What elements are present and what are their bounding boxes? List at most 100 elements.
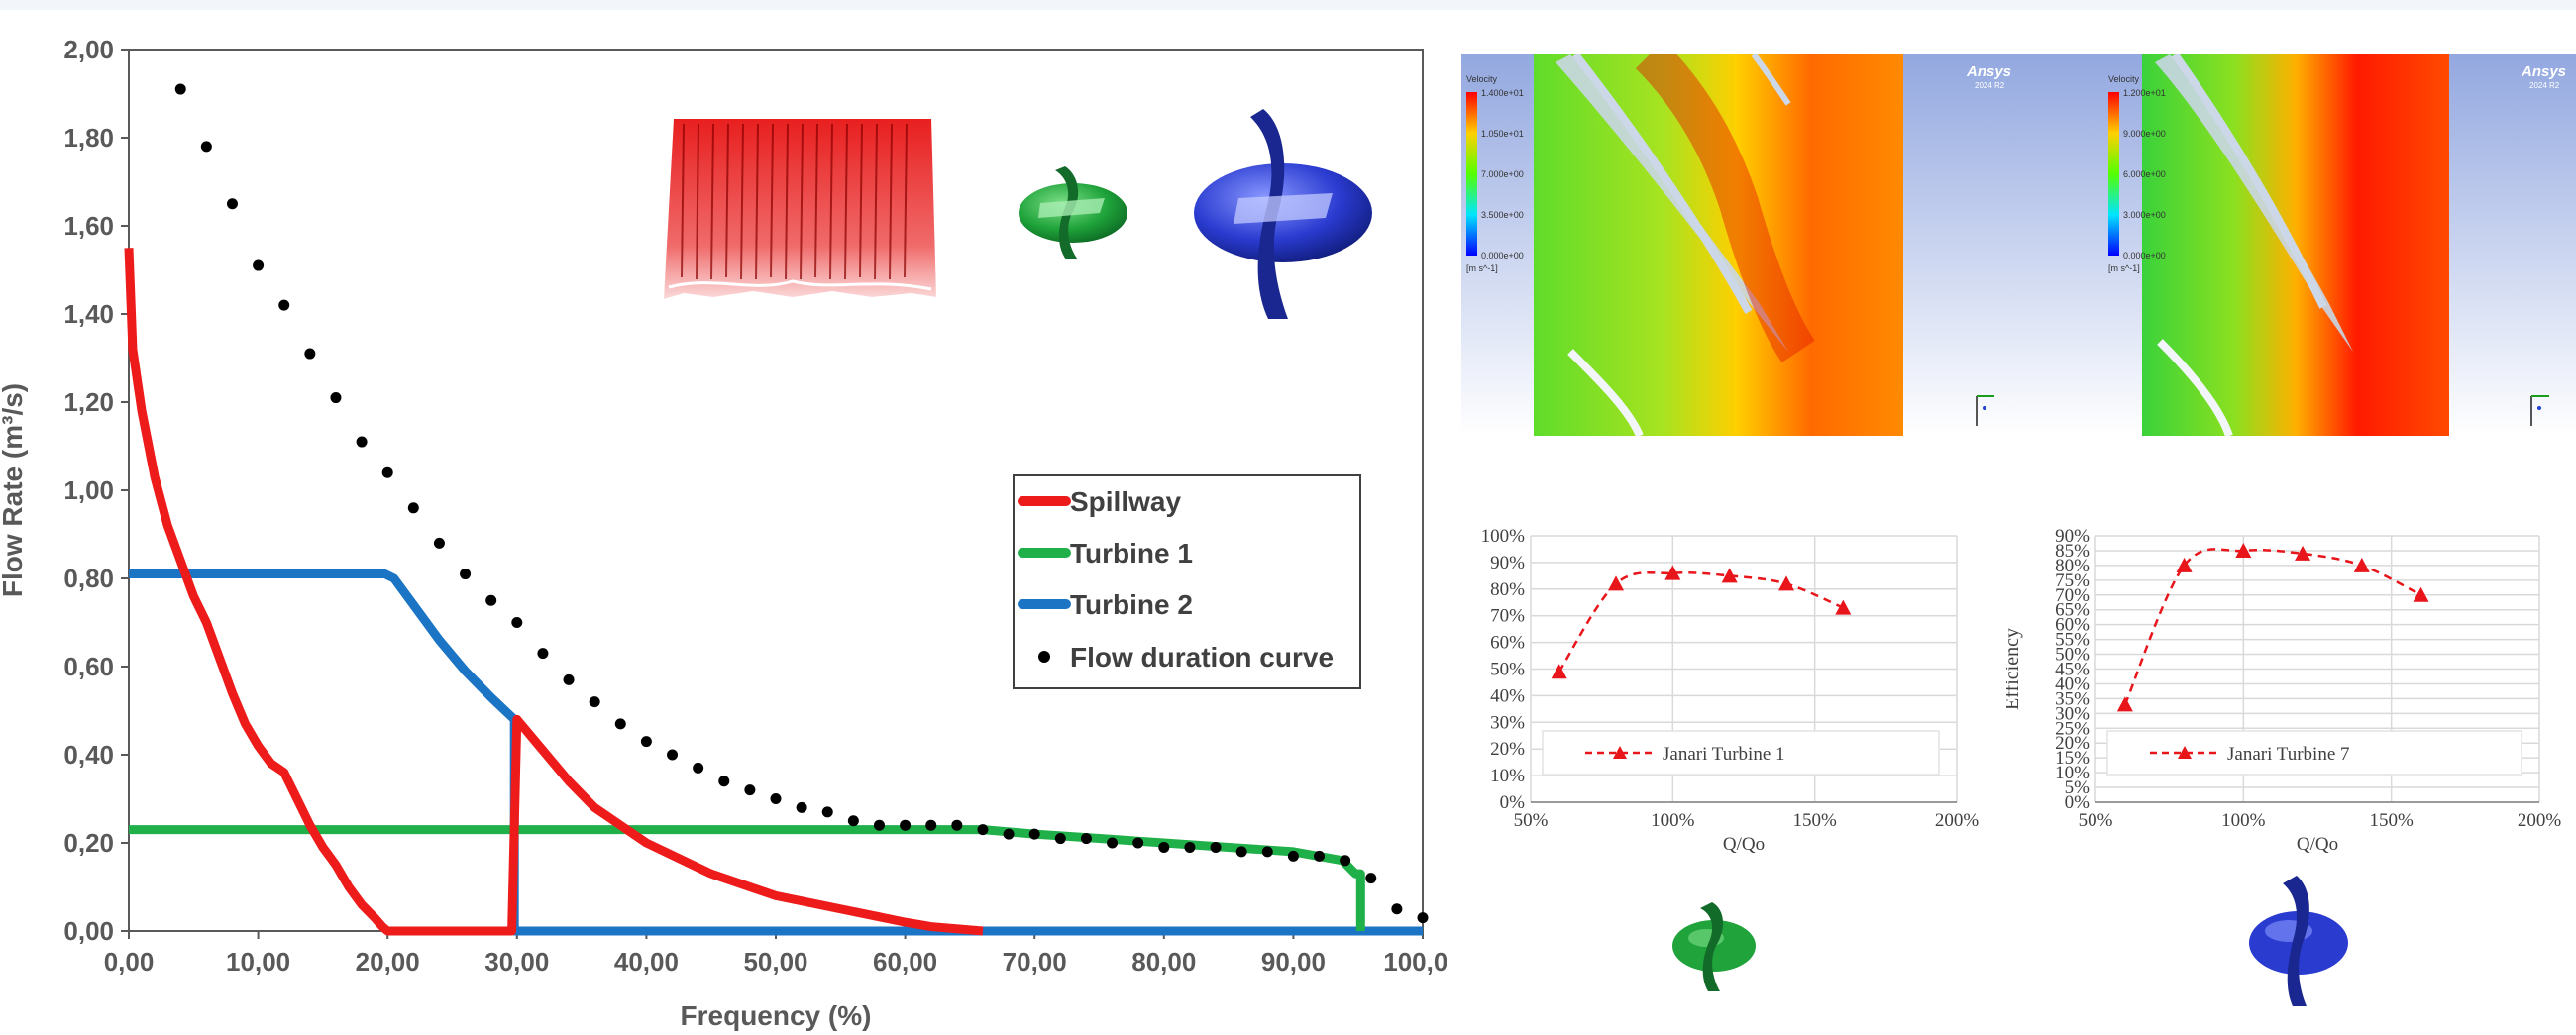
blade-1: [2171, 54, 2327, 309]
fdc-point: [1235, 846, 1247, 858]
y-tick-label: 1,60: [63, 211, 114, 241]
fdc-point: [278, 299, 290, 311]
efficiency-point: [1608, 575, 1624, 591]
fdc-point: [1314, 850, 1326, 862]
efficiency-point: [2235, 542, 2252, 558]
blade-3: [1567, 349, 1644, 436]
y-tick-label: 35%: [2055, 688, 2090, 709]
fdc-point: [253, 259, 265, 271]
x-tick-label: 90,00: [1261, 947, 1326, 977]
cfd-legend-tick: 1.200e+01: [2123, 88, 2166, 98]
y-tick-label: 90%: [1490, 553, 1525, 573]
cfd-legend-tick: 3.000e+00: [2123, 210, 2166, 220]
cfd-legend-units: [m s^-1]: [1466, 263, 1498, 273]
y-tick-label: 20%: [2055, 733, 2090, 754]
fdc-point: [226, 198, 238, 210]
green-turbine-runner-icon: [1019, 166, 1127, 259]
y-tick-label: 0,80: [63, 564, 114, 593]
blue-turbine-runner-icon: [1194, 109, 1372, 319]
fdc-point: [900, 819, 912, 831]
fdc-point: [1391, 903, 1403, 915]
fdc-point: [485, 594, 497, 606]
x-tick-label: 20,00: [356, 947, 420, 977]
fdc-point: [200, 141, 212, 153]
fdc-point: [770, 793, 782, 804]
y-tick-label: 80%: [1490, 579, 1525, 600]
cfd-legend-tick: 9.000e+00: [2123, 129, 2166, 139]
ansys-version: 2024 R2: [2529, 81, 2560, 90]
x-tick-label: 30,00: [484, 947, 549, 977]
x-tick-label: 60,00: [873, 947, 937, 977]
fdc-point: [693, 762, 704, 774]
y-tick-label: 50%: [1490, 660, 1525, 680]
y-axis-label: Efficiency: [2006, 628, 2023, 710]
x-tick-label: 100%: [2221, 810, 2266, 831]
cfd-velocity-panel-1: Velocity 1.400e+01 1.050e+01 7.000e+00 3…: [1461, 54, 2071, 436]
y-tick-label: 60%: [1490, 633, 1525, 654]
x-axis-label: Frequency (%): [681, 1000, 872, 1031]
x-tick-label: 0,00: [104, 947, 155, 977]
fdc-point: [1107, 837, 1119, 849]
fdc-point: [1417, 912, 1429, 924]
efficiency-point: [1835, 599, 1852, 615]
fdc-point: [1210, 841, 1222, 853]
axis-triad-icon: [1976, 395, 1994, 426]
efficiency-point: [1551, 664, 1567, 679]
y-tick-label: 70%: [2055, 585, 2090, 606]
x-tick-label: 150%: [2370, 810, 2415, 831]
x-tick-label: 50%: [1514, 810, 1549, 831]
green-turbine-runner-icon: [1672, 902, 1756, 991]
blade-2: [1751, 54, 1791, 106]
efficiency-point: [1778, 575, 1794, 591]
ansys-logo: Ansys: [1966, 63, 2011, 80]
y-tick-label: 0,40: [63, 740, 114, 770]
legend-label: Janari Turbine 1: [1663, 744, 1785, 765]
fdc-point: [589, 696, 600, 708]
fdc-point: [614, 718, 626, 730]
y-tick-label: 25%: [2055, 718, 2090, 739]
fdc-point: [381, 466, 393, 478]
fdc-point: [356, 436, 368, 448]
fdc-point: [1184, 841, 1196, 853]
legend-marker: [2178, 746, 2192, 759]
y-tick-label: 2,00: [63, 35, 114, 64]
legend-turbine1-label: Turbine 1: [1070, 538, 1193, 569]
x-tick-label: 150%: [1793, 810, 1838, 831]
y-tick-label: 1,80: [63, 123, 114, 153]
blue-turbine-runner-icon: [2249, 876, 2348, 1006]
x-tick-label: 50%: [2079, 810, 2113, 831]
y-tick-label: 30%: [1490, 712, 1525, 733]
fdc-point: [744, 784, 756, 796]
efficiency-point: [2295, 545, 2311, 561]
spillway-gate-icon: [664, 119, 936, 299]
y-tick-label: 45%: [2055, 660, 2090, 680]
cfd-legend-tick: 7.000e+00: [1481, 169, 1524, 179]
x-tick-label: 200%: [1935, 810, 1980, 831]
fdc-point: [873, 819, 885, 831]
x-axis-label: Q/Qo: [2297, 834, 2338, 855]
x-tick-label: 100%: [1651, 810, 1695, 831]
y-axis-label: Flow Rate (m³/s): [0, 383, 28, 597]
y-tick-label: 40%: [2055, 673, 2090, 694]
fdc-point: [563, 673, 575, 685]
y-tick-label: 80%: [2055, 556, 2090, 576]
y-tick-label: 10%: [1490, 766, 1525, 786]
efficiency-chart-1: 0% 10% 20% 30% 40% 50% 60% 70% 80% 90% 100% 50% 100%…: [1481, 526, 1980, 855]
fdc-point: [1080, 833, 1092, 845]
efficiency-point: [1664, 565, 1681, 580]
x-tick-label: 200%: [2518, 810, 2562, 831]
main-legend: Spillway Turbine 1 Turbine 2 Flow durati…: [1013, 474, 1361, 689]
fdc-point: [1028, 828, 1040, 840]
fdc-point: [1158, 841, 1170, 853]
fdc-point: [1003, 828, 1015, 840]
y-tick-label: 20%: [1490, 739, 1525, 760]
x-tick-label: 70,00: [1003, 947, 1067, 977]
efficiency-point: [2413, 586, 2429, 602]
fdc-point: [718, 776, 730, 787]
fdc-point: [977, 824, 989, 836]
cfd-legend-tick: 6.000e+00: [2123, 169, 2166, 179]
legend-turbine2-label: Turbine 2: [1070, 589, 1193, 620]
fdc-point: [1132, 837, 1144, 849]
y-tick-label: 75%: [2055, 570, 2090, 591]
fdc-point: [174, 83, 186, 95]
